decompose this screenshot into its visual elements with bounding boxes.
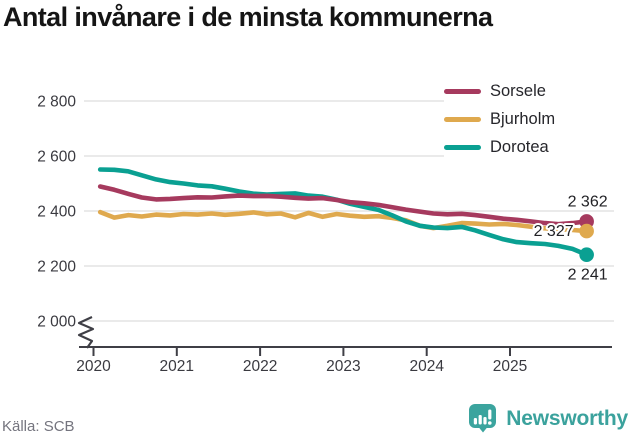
legend-item-bjurholm: Bjurholm <box>444 105 622 133</box>
x-tick-label-2022: 2022 <box>243 358 277 375</box>
legend-label-dorotea: Dorotea <box>490 137 549 156</box>
source-note: Källa: SCB <box>2 418 75 435</box>
brand-name: Newsworthy <box>506 406 628 430</box>
series-line-sorsele <box>97 184 589 227</box>
newsworthy-logo-icon <box>469 404 497 433</box>
legend-item-dorotea: Dorotea <box>444 133 622 161</box>
end-label-dorotea: 2 241 <box>568 267 608 284</box>
y-tick-label-2000: 2 000 <box>37 313 76 330</box>
end-dot-dorotea <box>579 247 594 263</box>
x-tick-label-2020: 2020 <box>76 358 111 375</box>
legend-swatch-sorsele <box>444 88 481 94</box>
y-tick-label-2400: 2 400 <box>37 203 76 220</box>
end-label-sorsele: 2 362 <box>568 193 608 210</box>
x-tick-label-2021: 2021 <box>160 358 194 375</box>
y-tick-label-2800: 2 800 <box>37 93 76 110</box>
chart-legend: Sorsele Bjurholm Dorotea <box>444 77 622 161</box>
x-tick-label-2025: 2025 <box>493 358 527 375</box>
y-tick-label-2200: 2 200 <box>37 258 76 275</box>
brand-footer: Newsworthy <box>468 403 628 434</box>
legend-swatch-dorotea <box>444 144 481 150</box>
series-line-bjurholm <box>97 209 589 234</box>
legend-label-bjurholm: Bjurholm <box>490 109 556 128</box>
end-label-bjurholm: 2 327 <box>534 223 574 240</box>
chart-title: Antal invånare i de minsta kommunerna <box>3 2 493 32</box>
y-tick-label-2600: 2 600 <box>37 148 76 165</box>
axis-break-icon <box>77 316 95 349</box>
series-line-dorotea <box>97 167 589 257</box>
legend-label-sorsele: Sorsele <box>490 81 546 100</box>
end-dot-bjurholm <box>579 223 594 239</box>
x-tick-label-2023: 2023 <box>326 358 360 375</box>
legend-item-sorsele: Sorsele <box>444 77 622 105</box>
legend-swatch-bjurholm <box>444 116 481 122</box>
x-tick-label-2024: 2024 <box>409 358 444 375</box>
